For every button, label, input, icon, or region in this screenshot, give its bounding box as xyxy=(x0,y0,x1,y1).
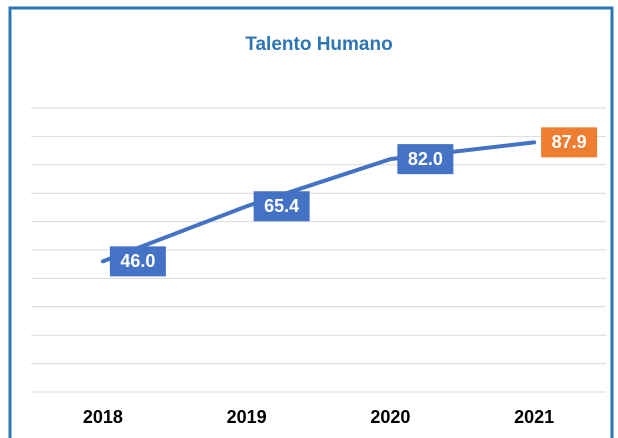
data-line xyxy=(100,140,537,264)
data-label: 46.0 xyxy=(120,251,155,271)
data-label: 87.9 xyxy=(552,132,587,152)
data-label-box xyxy=(253,191,310,222)
data-label-box xyxy=(397,144,454,175)
x-tick-label: 2019 xyxy=(227,407,267,427)
x-tick-label: 2021 xyxy=(514,407,554,427)
data-label: 82.0 xyxy=(408,149,443,169)
data-label: 65.4 xyxy=(264,196,299,216)
data-label-box xyxy=(109,246,166,277)
chart-title: Talento Humano xyxy=(245,34,392,55)
chart-frame xyxy=(8,6,614,438)
x-tick-label: 2018 xyxy=(83,407,123,427)
data-label-box xyxy=(541,127,598,158)
x-tick-label: 2020 xyxy=(370,407,410,427)
